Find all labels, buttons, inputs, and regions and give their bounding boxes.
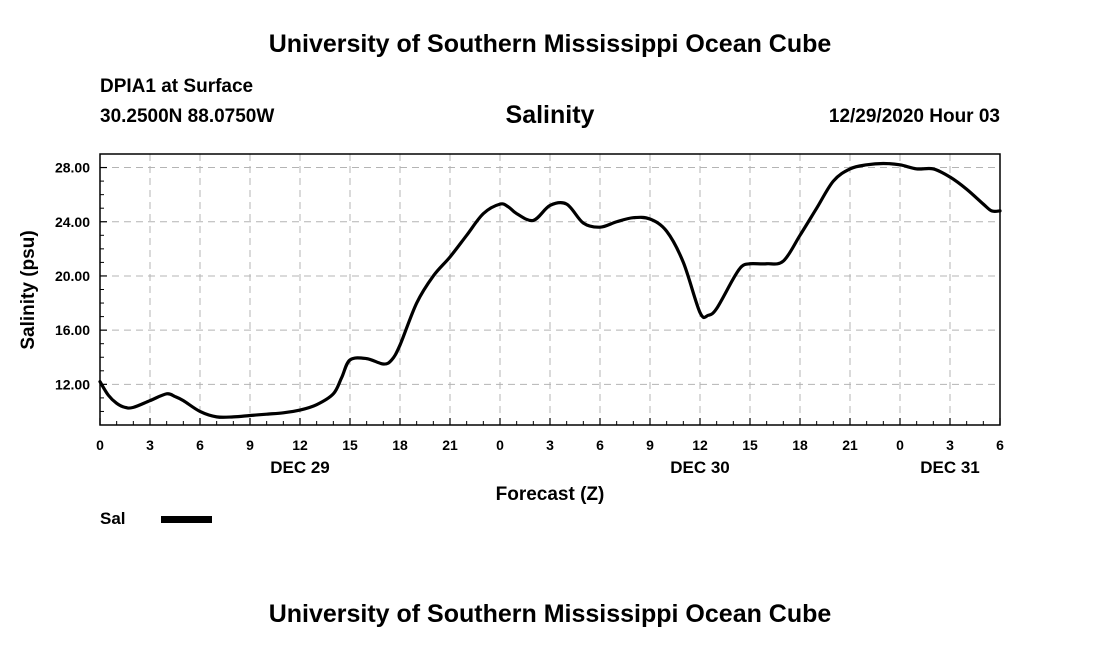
- x-tick-label: 9: [246, 437, 254, 453]
- x-tick-label: 9: [646, 437, 654, 453]
- grid: [100, 154, 1000, 425]
- x-tick-label: 21: [442, 437, 458, 453]
- x-tick-label: 3: [146, 437, 154, 453]
- axes: 12.00 16.00 20.00 24.00 28.00 0 3 6 9 12 15 18 21 0 3 6…: [55, 153, 1004, 477]
- x-tick-label: 6: [196, 437, 204, 453]
- x-tick-label: 18: [392, 437, 408, 453]
- series-layer: [98, 161, 1002, 419]
- y-axis-label: Salinity (psu): [18, 230, 39, 349]
- x-tick-label: 0: [96, 437, 104, 453]
- footer-title: University of Southern Mississippi Ocean…: [268, 600, 832, 628]
- x-tick-label: 6: [996, 437, 1004, 453]
- station-coordinates: 30.2500N 88.0750W: [100, 106, 275, 127]
- station-name: DPIA1 at Surface: [100, 76, 254, 97]
- date-label: DEC 29: [270, 458, 330, 477]
- y-tick-label: 28.00: [55, 160, 90, 176]
- y-tick-label: 24.00: [55, 214, 90, 230]
- x-tick-label: 21: [842, 437, 858, 453]
- plot-frame: [99, 153, 1001, 426]
- x-tick-label: 12: [292, 437, 308, 453]
- legend-label: Sal: [100, 509, 126, 528]
- x-tick-label: 3: [946, 437, 954, 453]
- y-tick-label: 16.00: [55, 322, 90, 338]
- page-title: University of Southern Mississippi Ocean…: [268, 30, 832, 58]
- x-tick-label: 12: [692, 437, 708, 453]
- legend-swatch: [161, 516, 212, 523]
- x-tick-label: 3: [546, 437, 554, 453]
- y-tick-label: 12.00: [55, 376, 90, 392]
- x-axis-label: Forecast (Z): [496, 484, 605, 505]
- chart-title: Salinity: [505, 101, 595, 129]
- valid-time: 12/29/2020 Hour 03: [828, 106, 1000, 127]
- date-label: DEC 31: [920, 458, 980, 477]
- x-tick-label: 18: [792, 437, 808, 453]
- date-label: DEC 30: [670, 458, 730, 477]
- x-tick-label: 15: [342, 437, 358, 453]
- y-tick-label: 20.00: [55, 268, 90, 284]
- series-line-sal: [98, 161, 1002, 419]
- x-tick-label: 6: [596, 437, 604, 453]
- x-tick-label: 0: [496, 437, 504, 453]
- x-tick-label: 15: [742, 437, 758, 453]
- x-tick-label: 0: [896, 437, 904, 453]
